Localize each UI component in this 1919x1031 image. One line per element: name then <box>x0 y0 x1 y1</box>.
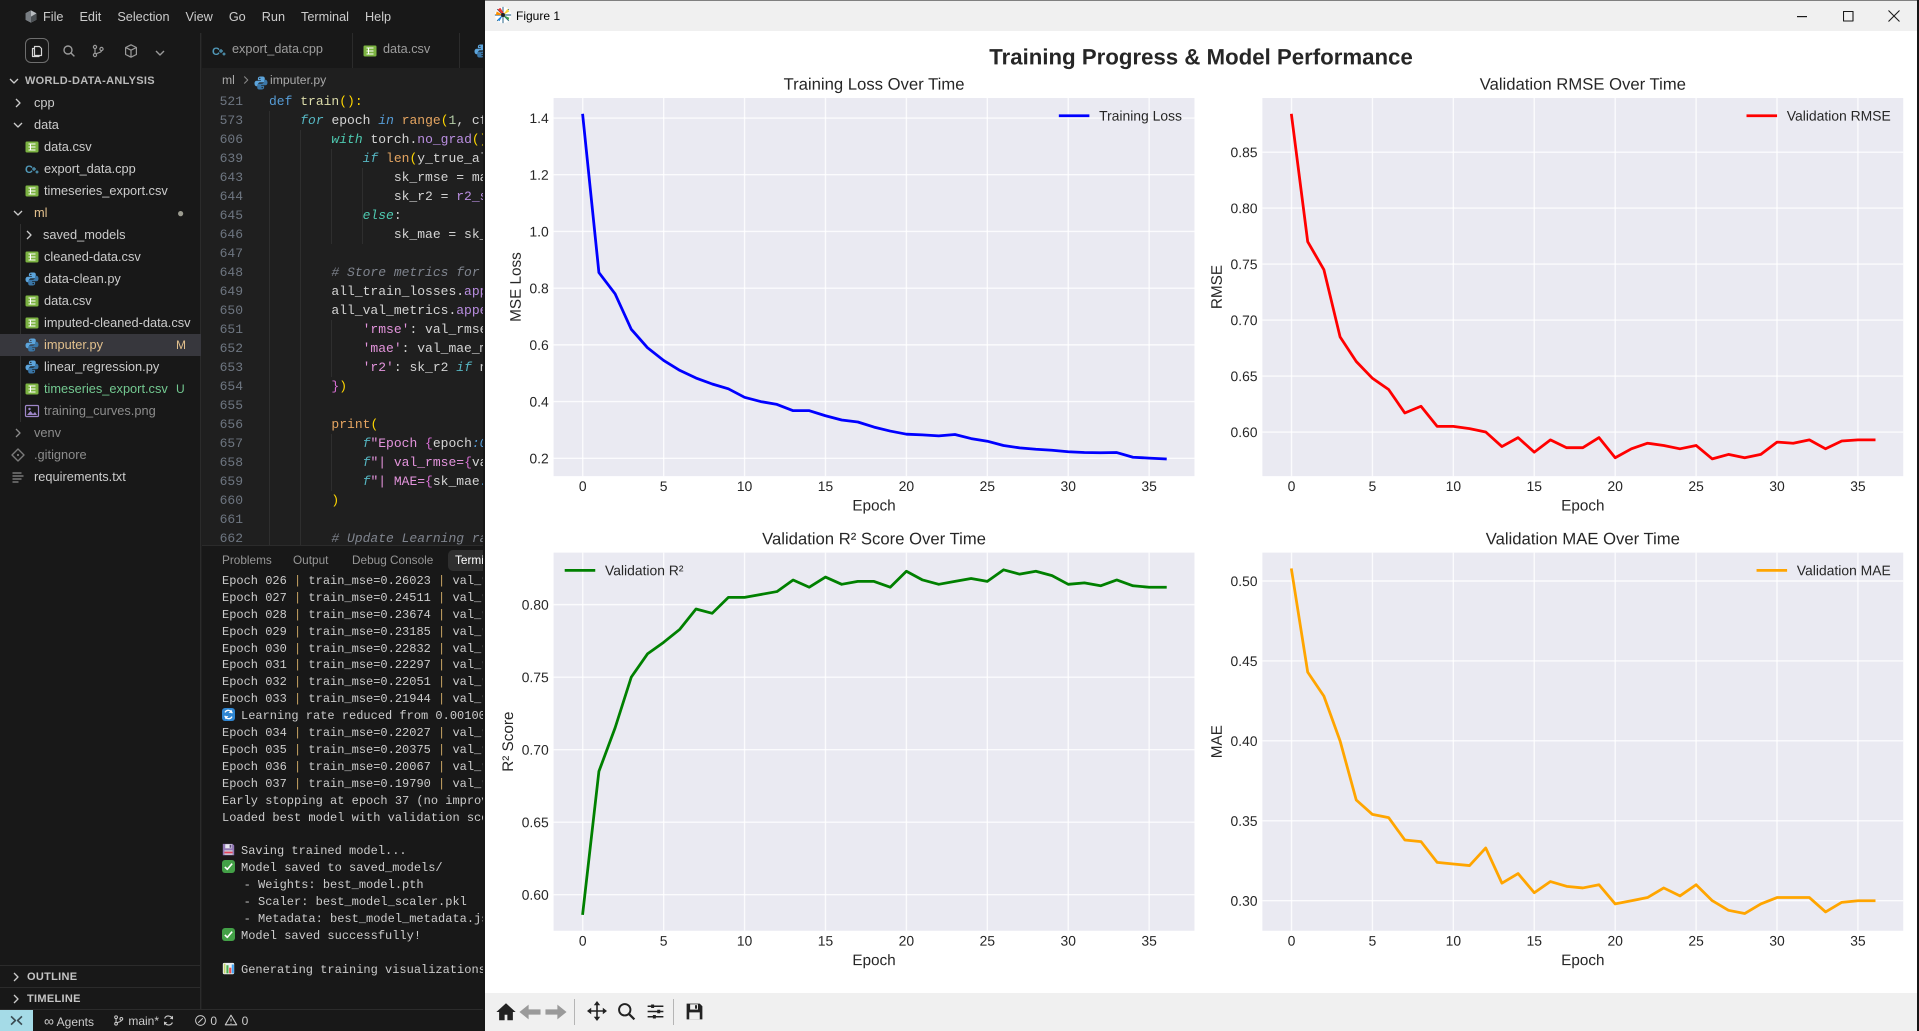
svg-text:C: C <box>212 46 220 58</box>
svg-text:C: C <box>25 164 33 176</box>
